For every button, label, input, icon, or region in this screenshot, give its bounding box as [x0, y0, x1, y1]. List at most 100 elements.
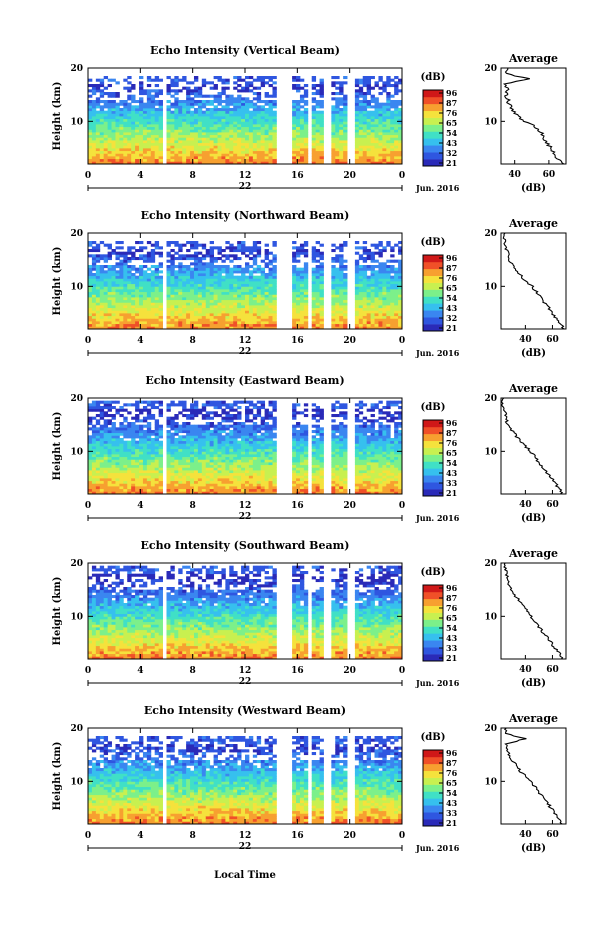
- heatmap-cell: [205, 286, 211, 290]
- heatmap-cell: [170, 254, 175, 258]
- heatmap-cell: [213, 140, 218, 144]
- heatmap-cell: [225, 315, 230, 319]
- heatmap-cell: [95, 483, 101, 487]
- heatmap-cell: [358, 129, 364, 133]
- heatmap-cell: [268, 321, 273, 325]
- heatmap-cell: [158, 262, 163, 266]
- heatmap-cell: [248, 84, 254, 88]
- heatmap-cell: [111, 475, 116, 479]
- heatmap-cell: [119, 158, 124, 162]
- heatmap-cell: [296, 313, 301, 317]
- heatmap-cell: [99, 118, 105, 122]
- heatmap-cell: [154, 76, 160, 80]
- heatmap-cell: [197, 462, 203, 466]
- average-x-label: (dB): [521, 183, 546, 194]
- heatmap-cell: [186, 475, 191, 479]
- heatmap-cell: [91, 427, 97, 431]
- heatmap-cell: [299, 278, 305, 282]
- heatmap-cell: [182, 161, 187, 165]
- heatmap-cell: [123, 124, 128, 128]
- heatmap-cell: [186, 118, 191, 122]
- heatmap-cell: [186, 257, 191, 261]
- heatmap-cell: [358, 132, 364, 136]
- heatmap-cell: [335, 81, 340, 85]
- heatmap-cell: [362, 129, 368, 133]
- heatmap-cell: [95, 283, 101, 287]
- heatmap-cell: [170, 443, 175, 447]
- heatmap-cell: [339, 294, 344, 298]
- heatmap-cell: [382, 289, 387, 293]
- heatmap-cell: [292, 100, 297, 104]
- heatmap-cell: [221, 321, 226, 325]
- heatmap-cell: [95, 78, 101, 82]
- heatmap-cell: [201, 454, 207, 458]
- heatmap-cell: [272, 94, 277, 98]
- heatmap-cell: [103, 118, 109, 122]
- heatmap-cell: [166, 267, 171, 271]
- heatmap-cell: [123, 161, 128, 165]
- heatmap-cell: [343, 94, 348, 98]
- heatmap-cell: [197, 259, 203, 263]
- heatmap-cell: [225, 305, 230, 309]
- heatmap-cell: [91, 108, 97, 112]
- heatmap-cell: [107, 129, 112, 133]
- heatmap-cell: [362, 118, 368, 122]
- colorbar-swatch: [423, 110, 443, 118]
- heatmap-cell: [225, 310, 230, 314]
- heatmap-cell: [174, 278, 179, 282]
- heatmap-cell: [166, 156, 171, 160]
- heatmap-cell: [174, 142, 179, 146]
- heatmap-cell: [268, 84, 273, 88]
- heatmap-cell: [170, 299, 175, 303]
- heatmap-cell: [197, 121, 203, 125]
- heatmap-cell: [119, 273, 124, 277]
- heatmap-cell: [99, 241, 105, 245]
- heatmap-cell: [315, 267, 320, 271]
- heatmap-cell: [190, 97, 195, 101]
- heatmap-cell: [248, 246, 254, 250]
- heatmap-cell: [123, 488, 128, 492]
- heatmap-cell: [354, 108, 360, 112]
- heatmap-cell: [150, 134, 156, 138]
- heatmap-cell: [139, 84, 144, 88]
- heatmap-cell: [158, 113, 163, 117]
- heatmap-cell: [170, 110, 175, 114]
- heatmap-cell: [272, 257, 277, 261]
- heatmap-cell: [193, 491, 199, 495]
- heatmap-cell: [296, 323, 301, 327]
- heatmap-cell: [343, 313, 348, 317]
- heatmap-cell: [205, 467, 211, 471]
- heatmap-cell: [272, 129, 277, 133]
- heatmap-cell: [331, 132, 336, 136]
- heatmap-cell: [311, 100, 317, 104]
- heatmap-cell: [378, 153, 383, 157]
- heatmap-cell: [268, 116, 273, 120]
- heatmap-cell: [91, 134, 97, 138]
- heatmap-cell: [142, 488, 148, 492]
- heatmap-cell: [178, 435, 183, 439]
- heatmap-cell: [268, 156, 273, 160]
- heatmap-cell: [103, 297, 109, 301]
- heatmap-cell: [209, 488, 215, 492]
- colorbar-swatch: [423, 117, 443, 125]
- heatmap-cell: [150, 299, 156, 303]
- heatmap-cell: [398, 89, 403, 93]
- heatmap-cell: [241, 108, 246, 112]
- heatmap-cell: [229, 158, 234, 162]
- heatmap-cell: [190, 464, 195, 468]
- heatmap-cell: [201, 478, 207, 482]
- heatmap-cell: [115, 281, 120, 285]
- heatmap-cell: [366, 161, 372, 165]
- heatmap-cell: [178, 110, 183, 114]
- heatmap-cell: [99, 475, 105, 479]
- heatmap-cell: [139, 459, 144, 463]
- heatmap-cell: [95, 273, 101, 277]
- heatmap-cell: [272, 289, 277, 293]
- average-y-tick-label: 20: [484, 229, 497, 239]
- heatmap-cell: [135, 129, 140, 133]
- heatmap-cell: [123, 456, 128, 460]
- heatmap-cell: [174, 478, 179, 482]
- heatmap-cell: [311, 124, 317, 128]
- heatmap-cell: [319, 92, 324, 96]
- heatmap-cell: [88, 478, 93, 482]
